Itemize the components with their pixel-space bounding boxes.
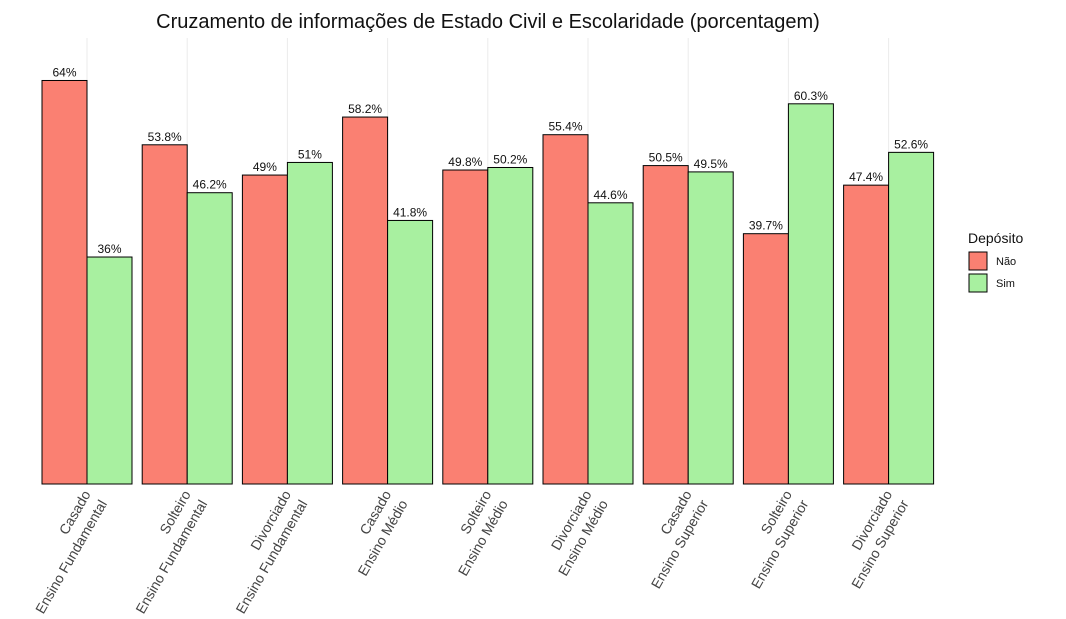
bar-value-label: 47.4% [849,170,883,184]
bar-sim [687,171,734,485]
legend-title: Depósito [968,230,1023,246]
bar-nao [642,165,689,485]
bar-value-label: 52.6% [894,137,928,151]
x-tick-label: SolteiroEnsino Superior [731,487,812,591]
x-tick-label: CasadoEnsino Fundamental [16,487,111,616]
legend-label: Não [996,256,1016,268]
bar-value-label: 46.2% [193,178,227,192]
bar-value-label: 49.8% [448,155,482,169]
bar-value-label: 51% [298,147,322,161]
svg-text:DivorciadoEnsino Fundamental: DivorciadoEnsino Fundamental [216,487,311,616]
bar-nao [141,144,188,485]
bar-sim [487,166,534,485]
svg-text:DivorciadoEnsino Superior: DivorciadoEnsino Superior [832,487,912,591]
x-tick-label: DivorciadoEnsino Superior [832,487,912,591]
bar-nao [742,233,789,485]
legend: Depósito Não Sim [968,230,1023,293]
bar-nao [843,184,890,485]
bar-value-label: 36% [97,242,121,256]
legend-label: Sim [996,278,1015,290]
bar-nao [542,134,589,485]
bar-value-label: 58.2% [348,102,382,116]
bar-sim [787,103,834,485]
x-tick-label: SolteiroEnsino Fundamental [116,487,211,616]
svg-text:CasadoEnsino Fundamental: CasadoEnsino Fundamental [16,487,111,616]
x-tick-labels: CasadoEnsino Fundamental SolteiroEnsino F… [16,487,912,616]
svg-text:CasadoEnsino Médio: CasadoEnsino Médio [338,487,411,578]
bar-sim [86,256,133,485]
bar-sim [888,151,935,485]
bar-value-label: 60.3% [794,89,828,103]
bar-labels: 64% 36% 53.8% 46.2% 49% 51% 58.2% 41.8% 49.8% 50.… [52,65,928,256]
bar-nao [241,174,288,485]
svg-text:DivorciadoEnsino Médio: DivorciadoEnsino Médio [538,487,611,578]
bar-value-label: 39.7% [749,219,783,233]
svg-text:SolteiroEnsino Fundamental: SolteiroEnsino Fundamental [116,487,211,616]
svg-text:SolteiroEnsino Superior: SolteiroEnsino Superior [731,487,811,591]
bar-nao [442,169,489,485]
bar-value-label: 41.8% [393,205,427,219]
x-tick-label: CasadoEnsino Superior [631,487,712,591]
bar-sim [186,192,233,485]
legend-key-nao [968,251,988,271]
bar-sim [286,161,333,485]
bar-value-label: 44.6% [593,188,627,202]
x-tick-label: CasadoEnsino Médio [338,487,411,578]
legend-key-sim [968,273,988,293]
bar-value-label: 49% [253,160,277,174]
svg-text:CasadoEnsino Superior: CasadoEnsino Superior [631,487,711,591]
x-tick-label: DivorciadoEnsino Médio [538,487,611,578]
bar-nao [342,116,389,485]
bar-value-label: 49.5% [694,157,728,171]
bars [41,79,935,485]
bar-sim [587,202,634,485]
x-tick-label: SolteiroEnsino Médio [438,487,511,578]
bar-nao [41,79,88,485]
bar-sim [387,219,434,485]
bar-value-label: 50.2% [493,152,527,166]
bar-value-label: 53.8% [148,130,182,144]
svg-text:SolteiroEnsino Médio: SolteiroEnsino Médio [438,487,511,578]
x-tick-label: DivorciadoEnsino Fundamental [216,487,311,616]
bar-value-label: 50.5% [649,151,683,165]
chart-title: Cruzamento de informações de Estado Civi… [156,11,820,33]
bar-value-label: 64% [52,65,76,79]
bar-value-label: 55.4% [548,120,582,134]
